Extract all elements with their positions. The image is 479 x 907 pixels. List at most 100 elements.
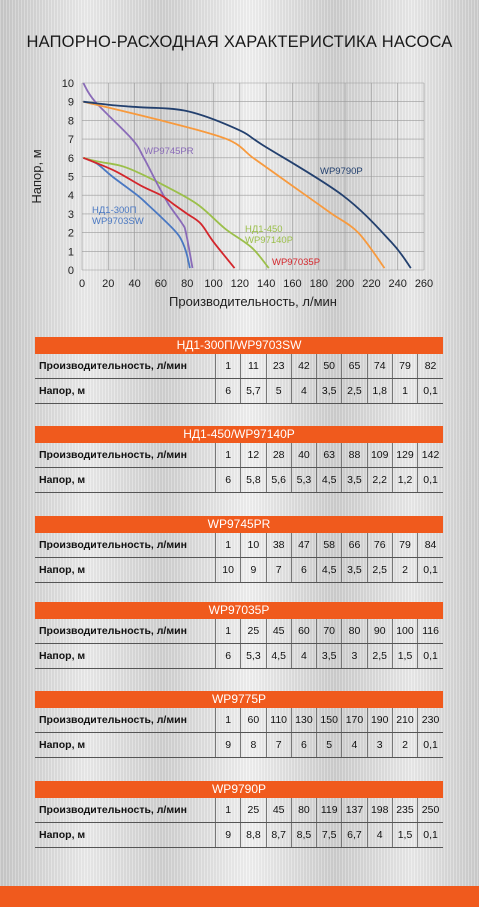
spec-table-title: WP9790P (35, 781, 443, 798)
flow-row-cell: 11 (240, 354, 267, 379)
head-row-label: Напор, м (35, 732, 216, 758)
flow-row: Производительность, л/мин 1 25 45 80 119 137 19… (35, 798, 443, 823)
flow-row-cell: 25 (240, 619, 267, 644)
x-tick-label-10: 200 (336, 278, 354, 290)
flow-row-cell: 50 (316, 354, 342, 379)
head-row-cell: 3,5 (341, 557, 368, 583)
head-row-cell: 4 (290, 378, 317, 404)
spec-table: НД1-300П/WP9703SW Производительность, л/м… (35, 337, 443, 404)
flow-row-cell: 1 (214, 619, 241, 644)
head-row-cell: 5,3 (240, 643, 267, 669)
x-tick-label-12: 240 (389, 278, 407, 290)
head-row-cell: 5 (316, 732, 342, 758)
flow-row-label: Производительность, л/мин (35, 798, 216, 823)
head-row-cell: 4 (341, 732, 368, 758)
series-line-5 (83, 100, 412, 269)
x-tick-label-6: 120 (231, 278, 249, 290)
flow-row-cell: 84 (417, 533, 443, 558)
head-row-cell: 6 (214, 467, 241, 493)
flow-row-cell: 142 (417, 443, 443, 468)
x-tick-label-7: 140 (257, 278, 275, 290)
series-line-4 (83, 100, 386, 269)
flow-row-cell: 1 (214, 708, 241, 733)
head-row-label: Напор, м (35, 378, 216, 404)
head-row-cell: 6 (290, 732, 317, 758)
flow-row-cell: 79 (391, 533, 418, 558)
head-row-cell: 2,5 (366, 643, 393, 669)
chart-grid (81, 82, 425, 271)
flow-row-cell: 129 (391, 443, 418, 468)
flow-row-cell: 250 (417, 798, 443, 823)
x-tick-label-13: 260 (415, 278, 433, 290)
head-row-cell: 1,5 (391, 643, 418, 669)
spec-table-title: НД1-300П/WP9703SW (35, 337, 443, 354)
head-row-cell: 9 (214, 732, 241, 758)
flow-row: Производительность, л/мин 1 11 23 42 50 65 74 79… (35, 354, 443, 379)
flow-row-cell: 65 (341, 354, 368, 379)
series-label-1-1: WP97140P (245, 235, 293, 246)
spec-table-title: НД1-450/WP97140P (35, 426, 443, 443)
spec-table: WP97035P Производительность, л/мин 1 25 45 60… (35, 602, 443, 669)
flow-row-cell: 210 (391, 708, 418, 733)
x-axis-label: Производительность, л/мин (169, 294, 337, 309)
head-row-cell: 0,1 (417, 732, 443, 758)
y-tick-label-5: 5 (68, 172, 74, 184)
head-row-cell: 4,5 (316, 467, 342, 493)
y-tick-label-0: 0 (68, 265, 74, 277)
head-row: Напор, м 6 5,8 5,6 5,3 4,5 3,5 2,2 1,2 0,1 (35, 467, 443, 493)
flow-row-cell: 60 (290, 619, 317, 644)
series-label-0-0: НД1-300П (92, 205, 137, 216)
head-row-cell: 2 (391, 732, 418, 758)
series-line-1 (83, 156, 270, 269)
head-row-cell: 5 (265, 378, 292, 404)
head-row-cell: 2,5 (366, 557, 393, 583)
head-row-label: Напор, м (35, 467, 216, 493)
flow-row-label: Производительность, л/мин (35, 708, 216, 733)
series-label-2-0: WP9745PR (144, 146, 194, 157)
head-row-cell: 5,8 (240, 467, 267, 493)
head-row-cell: 7,5 (316, 822, 342, 848)
flow-row-cell: 66 (341, 533, 368, 558)
flow-row-cell: 42 (290, 354, 317, 379)
flow-row-cell: 45 (265, 798, 292, 823)
flow-row-cell: 109 (366, 443, 393, 468)
chart-axes: 0 20 40 60 80 100 120 140 160 180 200 220 240 260 0 1 2 3… (29, 78, 433, 309)
flow-row-cell: 45 (265, 619, 292, 644)
flow-row-cell: 47 (290, 533, 317, 558)
series-label-3-0: WP97035P (272, 257, 320, 268)
flow-row-cell: 170 (341, 708, 368, 733)
flow-row-cell: 79 (391, 354, 418, 379)
x-tick-label-8: 160 (283, 278, 301, 290)
x-tick-label-1: 20 (102, 278, 114, 290)
spec-table-title: WP9745PR (35, 516, 443, 533)
flow-row-label: Производительность, л/мин (35, 443, 216, 468)
x-tick-label-2: 40 (128, 278, 140, 290)
head-row-cell: 6 (214, 643, 241, 669)
flow-row-cell: 12 (240, 443, 267, 468)
x-tick-label-0: 0 (79, 278, 85, 290)
flow-row-cell: 137 (341, 798, 368, 823)
head-row-cell: 4,5 (265, 643, 292, 669)
head-row-cell: 9 (240, 557, 267, 583)
head-row-cell: 10 (214, 557, 241, 583)
chart-lines (82, 82, 412, 269)
head-row-cell: 0,1 (417, 643, 443, 669)
flow-row-cell: 74 (366, 354, 393, 379)
head-row-cell: 6,7 (341, 822, 368, 848)
flow-row-label: Производительность, л/мин (35, 619, 216, 644)
flow-row: Производительность, л/мин 1 25 45 60 70 80 90 10… (35, 619, 443, 644)
head-row-cell: 6 (214, 378, 241, 404)
flow-row-label: Производительность, л/мин (35, 354, 216, 379)
flow-row-cell: 119 (316, 798, 342, 823)
head-row: Напор, м 9 8 7 6 5 4 3 2 0,1 (35, 732, 443, 758)
head-row-cell: 8,5 (290, 822, 317, 848)
head-row-cell: 4 (366, 822, 393, 848)
head-row-cell: 9 (214, 822, 241, 848)
head-row-cell: 1 (391, 378, 418, 404)
head-row-cell: 1,2 (391, 467, 418, 493)
flow-row-cell: 76 (366, 533, 393, 558)
bottom-accent-bar (0, 886, 479, 907)
head-row-cell: 5,7 (240, 378, 267, 404)
series-label-5-0: WP9790P (320, 166, 363, 177)
flow-row-cell: 82 (417, 354, 443, 379)
